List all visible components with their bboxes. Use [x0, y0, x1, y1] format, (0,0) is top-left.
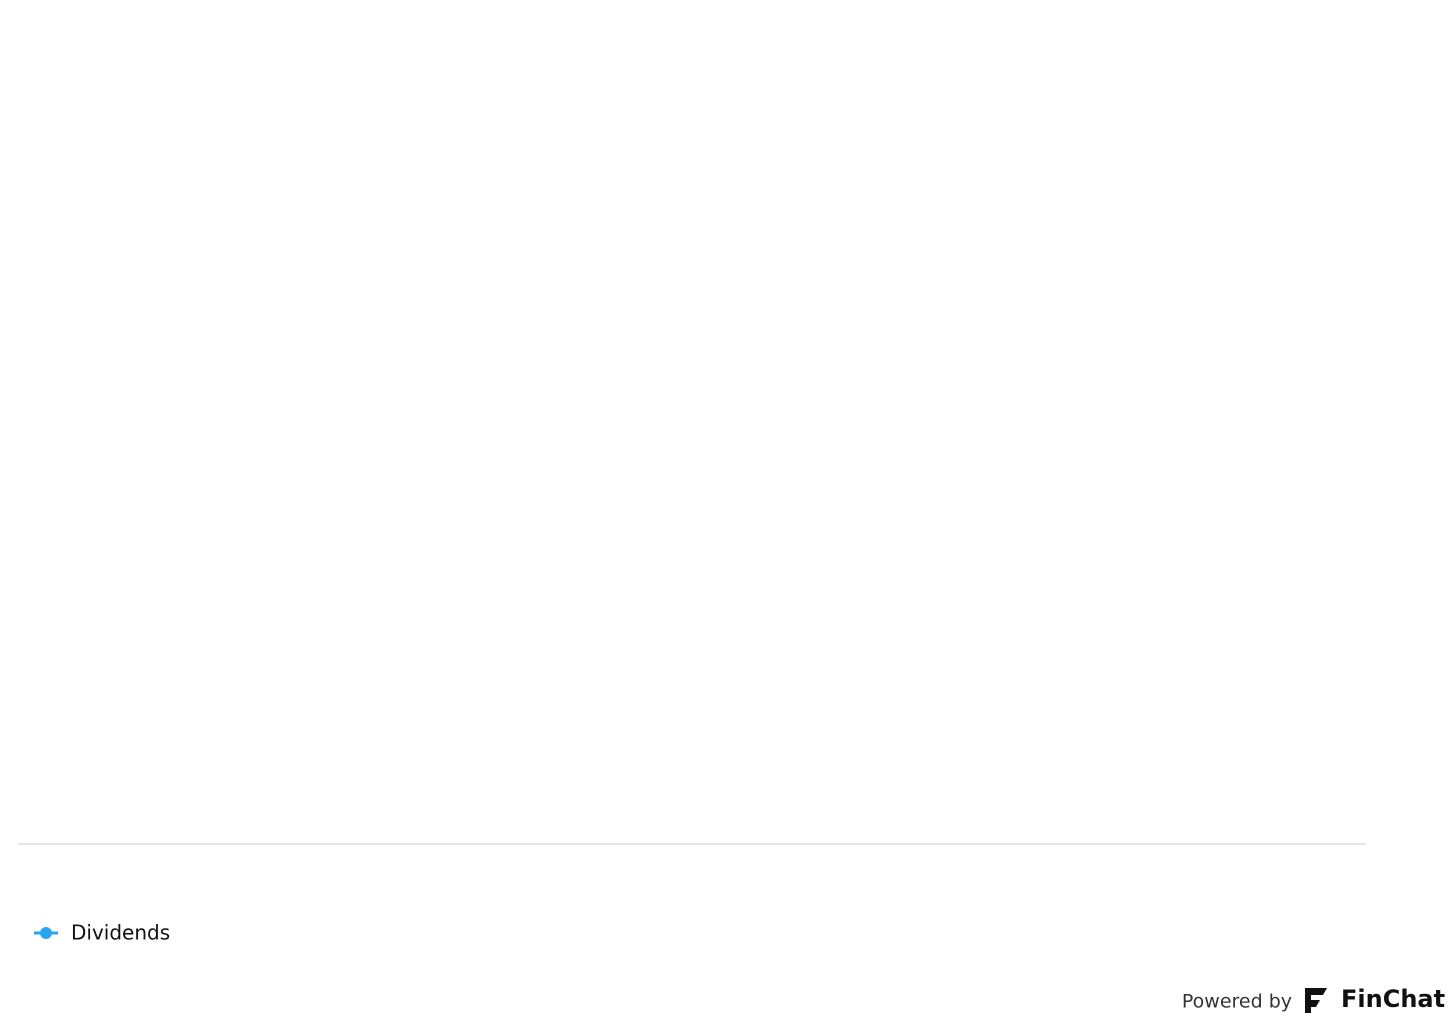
powered-by: Powered by [1182, 991, 1292, 1013]
legend-marker [40, 927, 52, 939]
legend: Dividends [34, 921, 170, 945]
brand-logo [1305, 988, 1327, 1013]
legend-label: Dividends [71, 921, 170, 945]
brand-name: FinChat [1341, 985, 1445, 1013]
